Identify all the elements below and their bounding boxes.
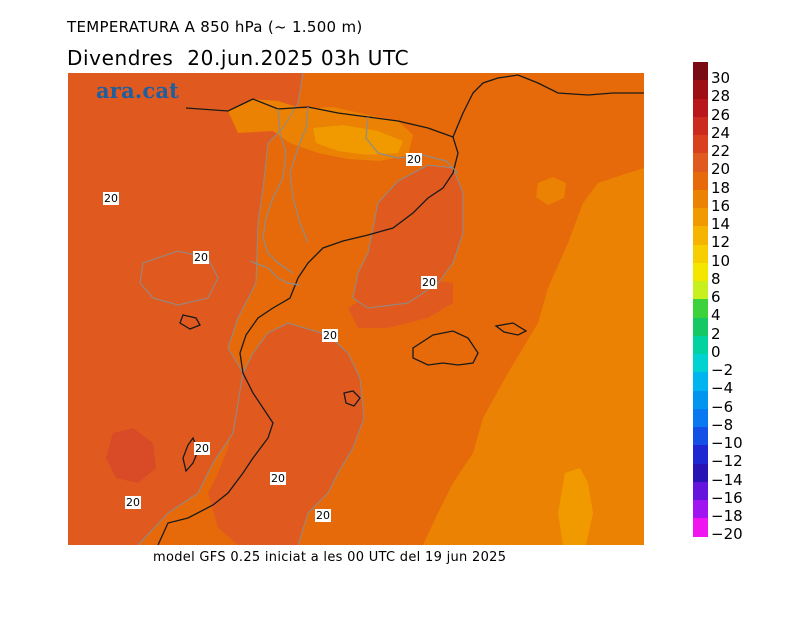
legend-swatch [693, 463, 708, 482]
legend-swatch [693, 317, 708, 336]
legend-swatch [693, 98, 708, 117]
contour-label: 20 [407, 153, 421, 166]
legend-label: −16 [711, 488, 743, 507]
contour-label: 20 [316, 509, 330, 522]
legend-label: 30 [711, 69, 731, 87]
contour-label-box [125, 496, 141, 509]
contour-label: 20 [271, 472, 285, 485]
legend-swatch [693, 518, 708, 537]
legend-label: −8 [711, 415, 734, 434]
map-title: TEMPERATURA A 850 hPa (~ 1.500 m) [67, 18, 363, 36]
contour-label: 20 [126, 496, 140, 509]
legend-swatch [693, 116, 708, 135]
color-legend-bar [693, 62, 708, 537]
legend-swatch [693, 226, 708, 245]
legend-label: 4 [711, 306, 721, 325]
legend-swatch [693, 372, 708, 391]
contour-label-box [270, 472, 286, 485]
contour-label: 20 [104, 192, 118, 205]
field-20-22-west [68, 73, 303, 545]
contour-label-box [103, 192, 119, 205]
legend-swatch [693, 281, 708, 300]
legend-swatch [693, 408, 708, 427]
contour-label-box [322, 329, 338, 342]
political-borders [249, 106, 459, 286]
legend-swatch [693, 153, 708, 172]
legend-label: 24 [711, 123, 731, 142]
legend-label: −6 [711, 397, 734, 416]
field-16-18-east [423, 168, 644, 545]
legend-swatch [693, 354, 708, 373]
legend-swatch [693, 244, 708, 263]
legend-swatch [693, 500, 708, 519]
legend-swatch [693, 171, 708, 190]
contour-label-box [194, 442, 210, 455]
legend-swatch [693, 299, 708, 318]
contour-lines [137, 73, 464, 545]
ara-logo: ara.cat [96, 78, 180, 103]
legend-label: −14 [711, 470, 743, 489]
contour-label-box [421, 276, 437, 289]
field-14-16-north [313, 125, 403, 155]
legend-label: 12 [711, 233, 731, 252]
contour-label: 20 [422, 276, 436, 289]
legend-swatch [693, 135, 708, 154]
legend-swatch [693, 335, 708, 354]
legend-swatch [693, 62, 708, 81]
legend-swatch [693, 445, 708, 464]
legend-label: 18 [711, 178, 731, 197]
legend-swatch [693, 189, 708, 208]
legend-label: −10 [711, 434, 743, 452]
map-subtitle: Divendres 20.jun.2025 03h UTC [67, 46, 410, 70]
legend-label: 26 [711, 105, 731, 124]
model-run-caption: model GFS 0.25 iniciat a les 00 UTC del … [153, 550, 507, 565]
legend-swatch [693, 427, 708, 446]
contour-label: 20 [194, 251, 208, 264]
field-14-16-southeast [558, 468, 593, 545]
field-20-22-patch [106, 428, 156, 483]
legend-label: −12 [711, 452, 743, 471]
legend-label: 10 [711, 251, 731, 270]
legend-label: −18 [711, 507, 743, 525]
legend-swatch [693, 208, 708, 227]
contour-label-box [315, 509, 331, 522]
temperature-map: 20 20 20 20 20 20 20 20 20 [68, 73, 644, 545]
legend-label: 16 [711, 196, 731, 215]
contour-label: 20 [195, 442, 209, 455]
legend-label: 22 [711, 142, 731, 160]
field-16-18-patch [536, 177, 566, 205]
contour-label: 20 [323, 329, 337, 342]
legend-label: 0 [711, 342, 721, 361]
legend-label: 14 [711, 215, 731, 233]
contour-label-box [406, 153, 422, 166]
field-20-22-patch [140, 251, 218, 305]
contour-label-box [193, 251, 209, 264]
legend-swatch [693, 481, 708, 500]
legend-label: −20 [711, 525, 743, 544]
legend-swatch [693, 262, 708, 281]
field-20-22-central [208, 323, 364, 545]
legend-swatch [693, 390, 708, 409]
legend-label: 28 [711, 87, 731, 106]
legend-swatch [693, 80, 708, 99]
legend-label: −2 [711, 361, 734, 379]
legend-label: 2 [711, 324, 721, 343]
legend-label: 20 [711, 160, 731, 179]
temperature-map-svg: 20 20 20 20 20 20 20 20 20 [68, 73, 644, 545]
legend-label: 6 [711, 288, 721, 306]
legend-label: 8 [711, 269, 721, 288]
legend-label: −4 [711, 379, 734, 398]
